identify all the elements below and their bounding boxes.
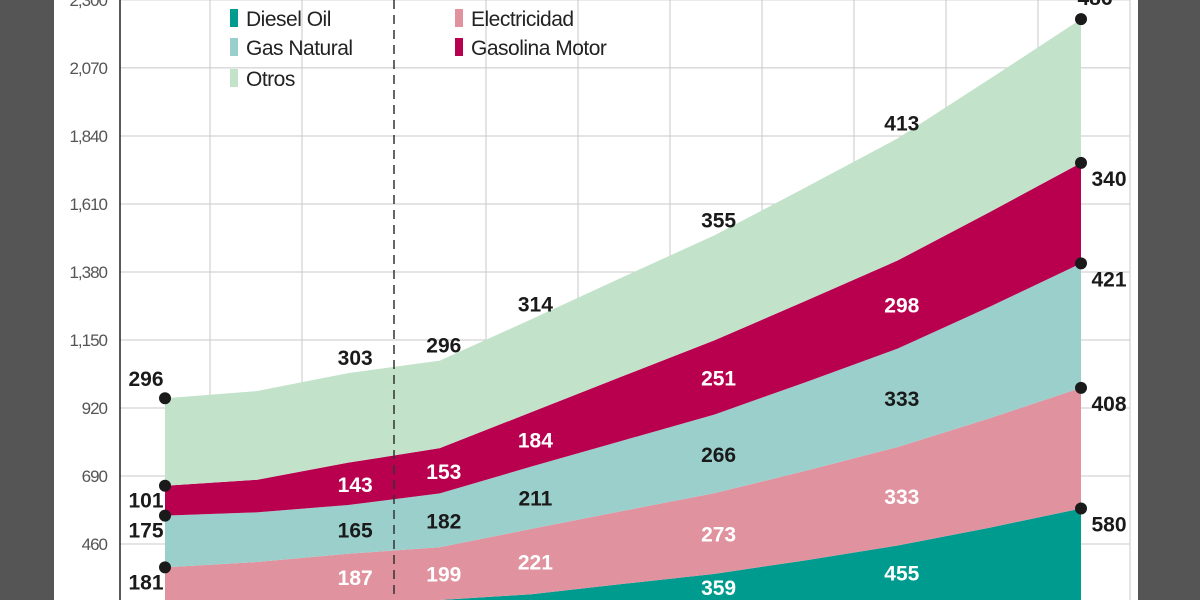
data-label-electricidad: 221 <box>518 552 553 575</box>
data-label-diesel-oil: 580 <box>1091 514 1126 537</box>
data-label-gasolina-motor: 101 <box>128 490 163 513</box>
legend-item: Gasolina Motor <box>455 37 607 60</box>
data-point-dot <box>159 561 171 574</box>
data-label-otros: 296 <box>128 368 163 391</box>
data-point-dot <box>159 479 171 492</box>
data-label-diesel-oil: 455 <box>884 563 919 586</box>
legend-swatch <box>455 9 463 27</box>
data-label-diesel-oil: 359 <box>701 577 736 600</box>
data-label-otros: 355 <box>701 209 736 232</box>
legend-item: Diesel Oil <box>230 8 331 31</box>
y-tick-label: 460 <box>82 535 108 554</box>
data-label-gas-natural: 165 <box>338 519 373 542</box>
legend-swatch <box>230 69 238 87</box>
data-label-electricidad: 199 <box>426 564 461 587</box>
grid: 460 690 920 1,150 1,380 1,610 1,840 2,070 2,300 <box>69 0 1131 600</box>
y-tick-label: 1,380 <box>69 263 107 282</box>
y-tick-label: 1,840 <box>69 127 107 146</box>
data-labels: 359 455 580 181 187 199 221 273 333 408 175 165 182 2… <box>128 0 1126 600</box>
area-electricidad <box>165 387 1081 600</box>
legend-item: Otros <box>230 68 295 91</box>
legend-item: Gas Natural <box>230 37 353 60</box>
legend: Diesel Oil Gas Natural Otros Electricidad Ga… <box>230 8 607 91</box>
y-tick-label: 2,300 <box>69 0 107 10</box>
legend-swatch <box>455 38 463 56</box>
area-otros <box>165 19 1081 486</box>
area-gas-natural <box>165 263 1081 568</box>
data-label-gasolina-motor: 251 <box>701 367 736 390</box>
data-point-dot <box>1075 13 1087 26</box>
data-point-dot <box>1075 502 1087 515</box>
data-point-dot <box>1075 381 1087 394</box>
data-label-electricidad: 333 <box>884 486 919 509</box>
data-point-dot <box>1075 257 1087 270</box>
areas <box>165 19 1081 600</box>
y-tick-label: 1,150 <box>69 331 107 350</box>
data-point-dot <box>1075 156 1087 169</box>
data-label-gasolina-motor: 143 <box>338 474 373 497</box>
y-tick-label: 1,610 <box>69 195 107 214</box>
legend-label: Electricidad <box>471 8 574 31</box>
data-label-gas-natural: 182 <box>426 510 461 533</box>
y-tick-label: 920 <box>82 399 108 418</box>
legend-label: Diesel Oil <box>246 8 331 31</box>
data-label-gasolina-motor: 340 <box>1091 168 1126 191</box>
data-label-electricidad: 273 <box>701 523 736 546</box>
data-label-gas-natural: 266 <box>701 444 736 467</box>
legend-swatch <box>230 38 238 56</box>
legend-swatch <box>230 9 238 27</box>
data-point-dot <box>159 392 171 405</box>
data-label-gas-natural: 175 <box>128 520 163 543</box>
data-label-gas-natural: 421 <box>1091 268 1126 291</box>
data-label-gas-natural: 333 <box>884 388 919 411</box>
data-label-otros: 413 <box>884 112 919 135</box>
data-label-gas-natural: 211 <box>518 488 552 511</box>
data-label-electricidad: 187 <box>338 567 373 590</box>
area-gasolina-motor <box>165 162 1081 516</box>
legend-label: Gasolina Motor <box>471 37 607 60</box>
data-label-electricidad: 408 <box>1091 393 1126 416</box>
area-diesel-oil <box>165 508 1081 600</box>
data-label-otros: 486 <box>1077 0 1112 10</box>
legend-label: Otros <box>246 68 295 91</box>
data-point-dot <box>159 509 171 522</box>
data-label-gasolina-motor: 298 <box>884 294 919 317</box>
y-tick-label: 2,070 <box>69 59 107 78</box>
data-label-electricidad: 181 <box>128 571 163 594</box>
data-label-otros: 303 <box>338 347 373 370</box>
data-label-otros: 314 <box>518 293 553 316</box>
legend-label: Gas Natural <box>246 37 353 60</box>
data-label-otros: 296 <box>426 335 461 358</box>
data-label-gasolina-motor: 184 <box>518 429 553 452</box>
data-label-gasolina-motor: 153 <box>426 461 461 484</box>
legend-item: Electricidad <box>455 8 574 31</box>
y-tick-label: 690 <box>82 467 108 486</box>
